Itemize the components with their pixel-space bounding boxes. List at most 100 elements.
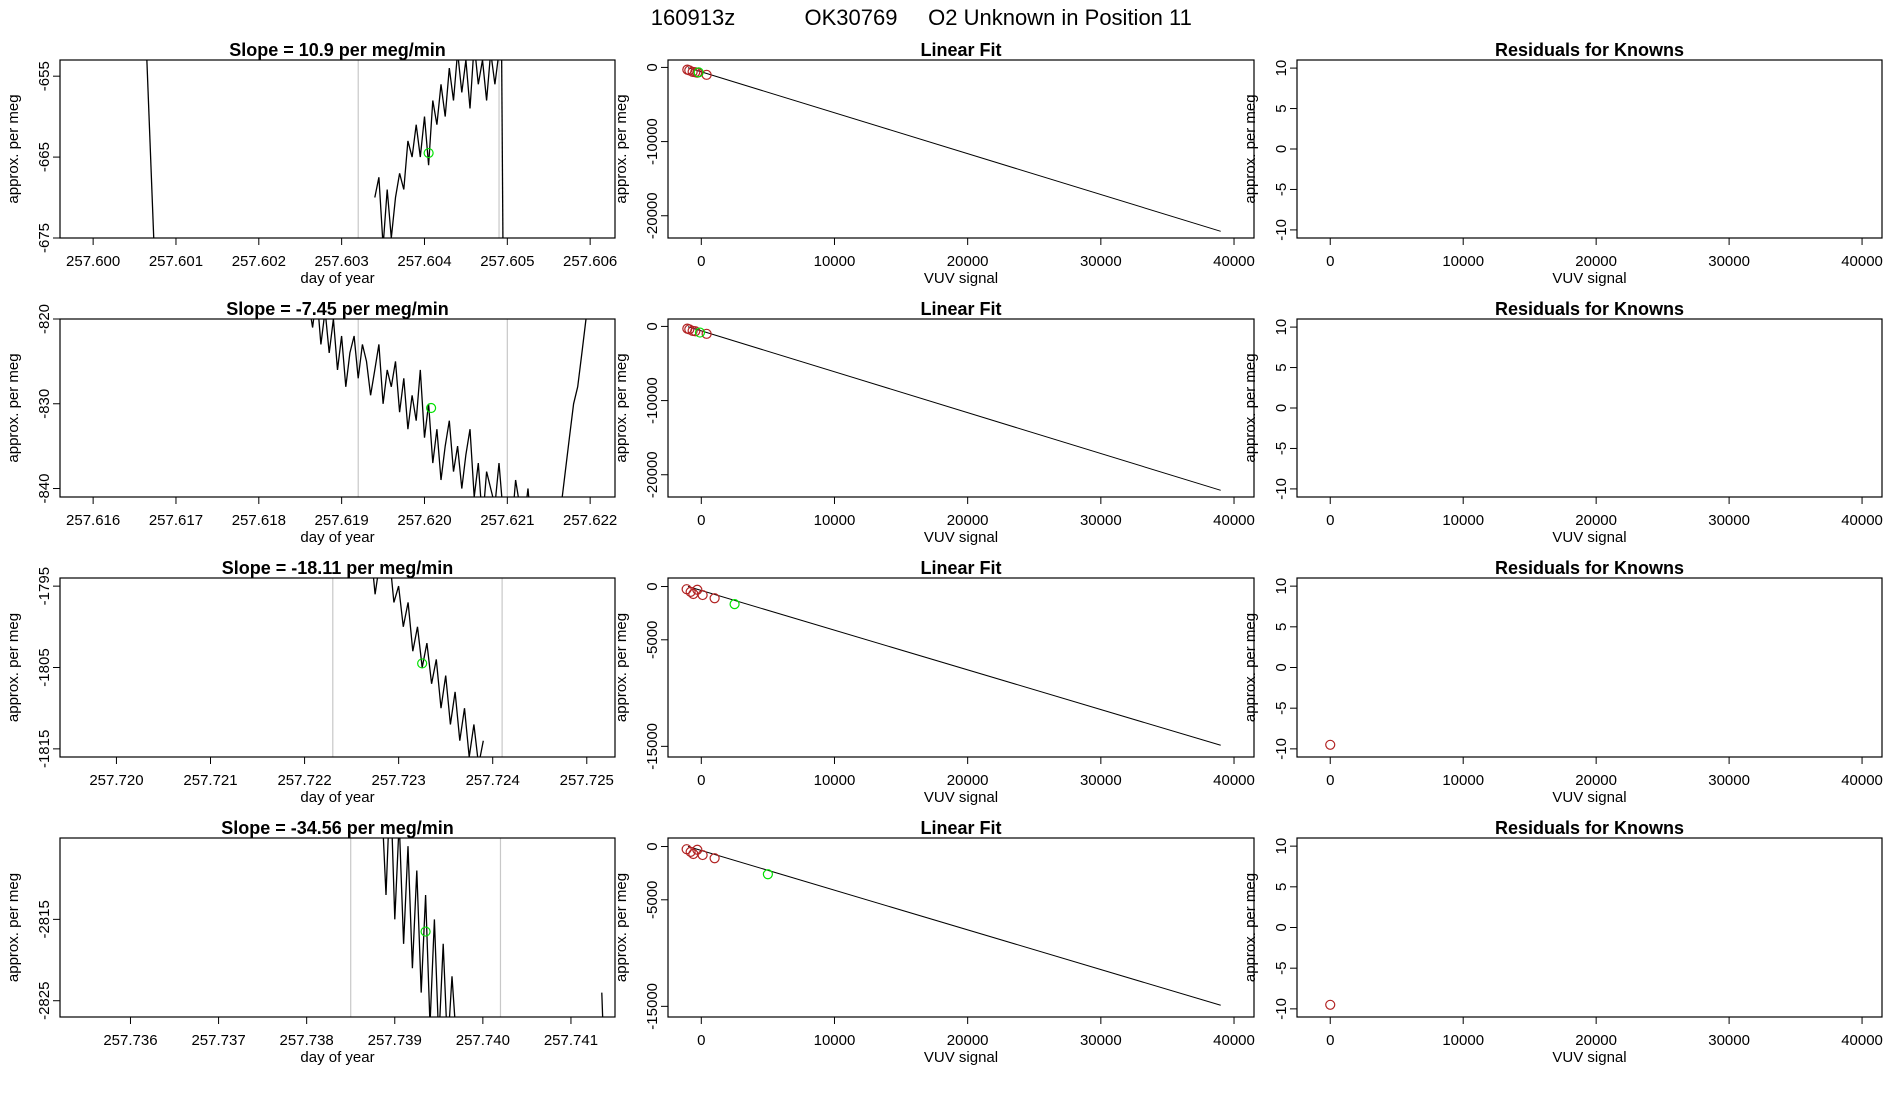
series-line — [310, 319, 542, 497]
y-tick-label: -10 — [1273, 998, 1290, 1020]
panel-title: Linear Fit — [920, 40, 1001, 60]
x-axis-label: VUV signal — [1552, 789, 1626, 806]
x-tick-label: 257.602 — [232, 253, 286, 270]
plot-frame — [1296, 837, 1883, 1018]
y-tick-label: -830 — [36, 389, 53, 419]
y-axis-label: approx. per meg — [613, 873, 630, 982]
known-point — [692, 844, 703, 855]
y-tick-label: -5 — [1273, 702, 1290, 715]
y-tick-label: 0 — [1273, 404, 1290, 412]
y-axis-label: approx. per meg — [613, 613, 630, 722]
x-tick-label: 10000 — [814, 772, 856, 789]
known-point — [697, 849, 708, 861]
x-axis-label: VUV signal — [1552, 1049, 1626, 1066]
x-axis-label: VUV signal — [924, 529, 998, 546]
y-axis-label: approx. per meg — [613, 94, 630, 203]
residuals-panel-row-1: Residuals for Knowns 0 10000 20000 30000 4000… — [1242, 40, 1883, 287]
plot-frame — [1296, 318, 1883, 498]
x-tick-label: 10000 — [814, 512, 856, 529]
y-axis-label: approx. per meg — [1242, 873, 1259, 982]
x-tick-label: 0 — [1326, 772, 1334, 789]
y-tick-label: 5 — [1273, 363, 1290, 371]
x-tick-label: 20000 — [947, 1032, 989, 1049]
fit-panel-row-4: Linear Fit 0 10000 20000 30000 40000 -15000 -50… — [613, 818, 1255, 1066]
fit-panel-row-3: Linear Fit 0 10000 20000 30000 40000 -15000 -50… — [613, 558, 1255, 806]
x-tick-label: 257.600 — [66, 253, 120, 270]
plot-frame — [59, 577, 616, 758]
y-tick-label: -840 — [36, 474, 53, 504]
x-tick-label: 30000 — [1080, 253, 1122, 270]
x-tick-label: 257.617 — [149, 512, 203, 529]
x-tick-label: 30000 — [1080, 1032, 1122, 1049]
fit-panel-row-1: Linear Fit 0 10000 20000 30000 40000 -20000 -10… — [613, 40, 1255, 287]
known-point — [690, 326, 701, 337]
x-tick-label: 30000 — [1080, 772, 1122, 789]
series-line — [501, 60, 504, 238]
x-tick-label: 40000 — [1841, 772, 1883, 789]
x-tick-label: 20000 — [947, 772, 989, 789]
y-tick-label: -20000 — [644, 451, 661, 498]
x-axis-label: VUV signal — [1552, 270, 1626, 287]
y-axis-label: approx. per meg — [613, 353, 630, 462]
x-tick-label: 257.737 — [191, 1032, 245, 1049]
plot-data — [146, 60, 504, 238]
y-tick-label: 0 — [1273, 663, 1290, 671]
unknown-point — [729, 599, 740, 610]
known-point — [1325, 999, 1336, 1010]
plot-data — [350, 838, 604, 1017]
known-point — [685, 846, 696, 857]
x-tick-label: 257.724 — [466, 772, 520, 789]
plot-data — [682, 323, 1221, 491]
x-axis-label: day of year — [300, 529, 374, 546]
header-description: O2 Unknown in Position 11 — [928, 5, 1192, 30]
y-tick-label: -1795 — [36, 567, 53, 605]
y-tick-label: 0 — [644, 63, 661, 71]
panel-title: Residuals for Knowns — [1495, 818, 1684, 838]
known-point — [709, 593, 720, 604]
y-tick-label: -1805 — [36, 648, 53, 686]
x-tick-label: 0 — [697, 772, 705, 789]
x-tick-label: 40000 — [1213, 772, 1255, 789]
x-axis-label: VUV signal — [1552, 529, 1626, 546]
unknown-point — [417, 658, 428, 669]
panel-title: Residuals for Knowns — [1495, 299, 1684, 319]
y-axis-label: approx. per meg — [5, 94, 22, 203]
x-tick-label: 257.725 — [560, 772, 614, 789]
x-tick-label: 40000 — [1213, 512, 1255, 529]
y-tick-label: 5 — [1273, 883, 1290, 891]
y-tick-label: -655 — [36, 61, 53, 91]
known-point — [697, 589, 708, 601]
x-tick-label: 257.620 — [397, 512, 451, 529]
y-tick-label: -10 — [1273, 219, 1290, 241]
y-tick-label: -5000 — [644, 881, 661, 919]
series-line — [146, 60, 155, 238]
y-tick-label: 0 — [644, 842, 661, 850]
x-tick-label: 30000 — [1708, 1032, 1750, 1049]
y-axis-label: approx. per meg — [1242, 94, 1259, 203]
x-tick-label: 20000 — [1575, 1032, 1617, 1049]
panel-title: Residuals for Knowns — [1495, 558, 1684, 578]
x-tick-label: 257.720 — [89, 772, 143, 789]
x-tick-label: 257.738 — [280, 1032, 334, 1049]
y-tick-label: -10000 — [644, 118, 661, 165]
x-tick-label: 257.604 — [397, 253, 451, 270]
x-tick-label: 10000 — [814, 1032, 856, 1049]
plot-data — [332, 578, 503, 757]
y-tick-label: 0 — [1273, 145, 1290, 153]
panel-title: Linear Fit — [920, 818, 1001, 838]
x-tick-label: 257.601 — [149, 253, 203, 270]
residuals-panel-row-3: Residuals for Knowns 0 10000 20000 30000 4000… — [1242, 558, 1883, 806]
x-tick-label: 257.723 — [372, 772, 426, 789]
x-tick-label: 257.739 — [368, 1032, 422, 1049]
y-tick-label: 10 — [1273, 319, 1290, 336]
x-tick-label: 257.616 — [66, 512, 120, 529]
panel-title: Slope = -7.45 per meg/min — [226, 299, 449, 319]
unknown-point — [693, 67, 704, 78]
y-tick-label: -5 — [1273, 962, 1290, 975]
plot-frame — [667, 59, 1255, 239]
y-tick-label: -675 — [36, 223, 53, 253]
x-tick-label: 257.606 — [563, 253, 617, 270]
series-line — [372, 578, 484, 757]
x-tick-label: 257.618 — [232, 512, 286, 529]
